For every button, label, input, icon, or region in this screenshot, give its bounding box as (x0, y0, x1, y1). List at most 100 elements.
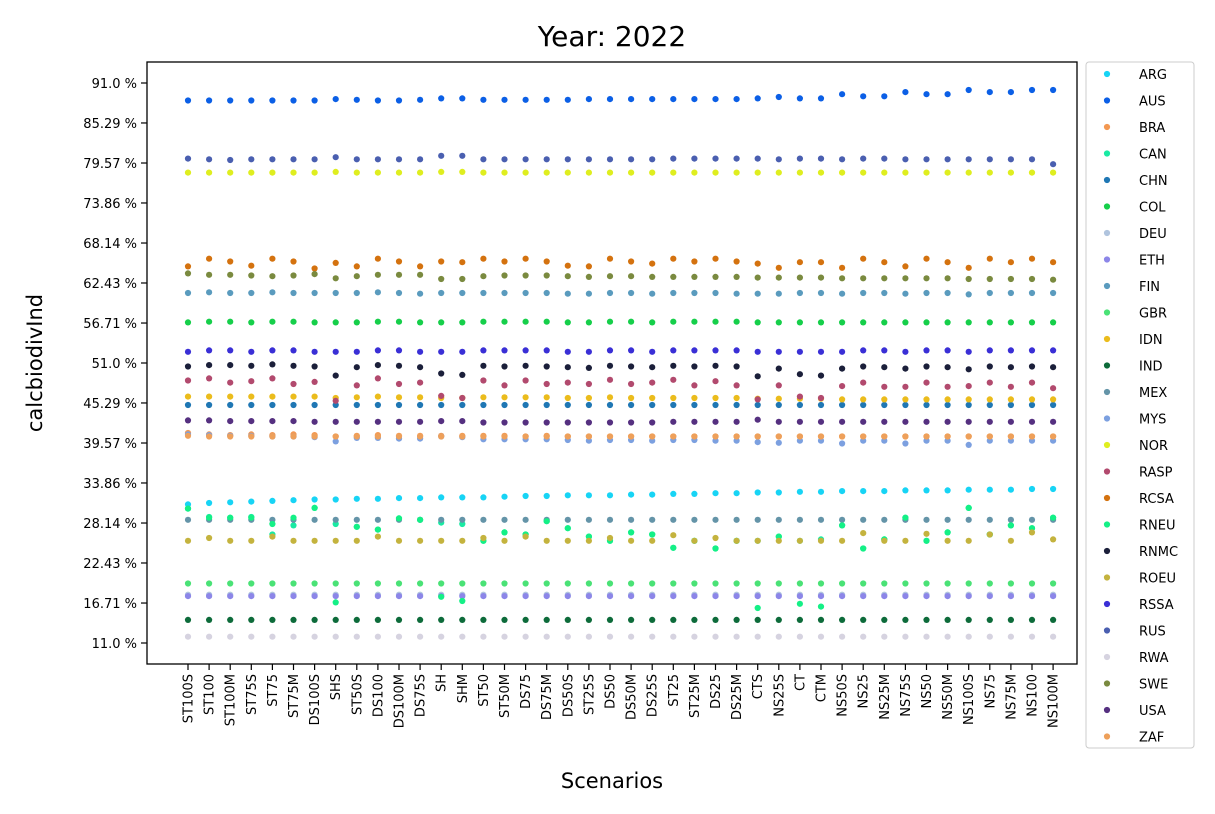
data-point (1007, 486, 1015, 493)
data-point (923, 169, 930, 176)
data-point (248, 393, 255, 400)
data-point (543, 96, 550, 103)
data-point (712, 418, 719, 425)
x-tick-label: DS100S (308, 674, 323, 725)
data-point (691, 382, 698, 389)
series-rcsa (184, 255, 1057, 272)
data-point (374, 433, 381, 440)
data-point (395, 593, 403, 600)
data-point (522, 394, 529, 401)
legend-marker (1103, 229, 1111, 237)
y-tick-label: 51.0 % (92, 357, 137, 372)
data-point (417, 516, 424, 523)
data-point (944, 259, 951, 266)
data-point (649, 537, 656, 544)
data-point (332, 599, 339, 606)
data-point (902, 169, 909, 176)
data-point (585, 380, 593, 388)
data-point (1050, 319, 1057, 326)
x-tick-label: NS50M (941, 674, 956, 720)
data-point (944, 516, 951, 523)
data-point (374, 347, 381, 354)
data-point (290, 97, 297, 104)
data-point (374, 375, 381, 382)
data-point (1007, 383, 1015, 390)
data-point (1007, 616, 1015, 624)
data-point (332, 438, 339, 445)
x-tick-label: NS100S (962, 674, 977, 725)
data-point (881, 396, 888, 403)
data-point (438, 494, 445, 501)
data-point (543, 156, 550, 163)
legend-label: ETH (1139, 254, 1165, 269)
data-point (564, 537, 571, 544)
data-point (965, 441, 972, 448)
data-point (923, 616, 930, 624)
data-point (817, 633, 825, 640)
data-point (839, 264, 846, 271)
data-point (248, 433, 255, 440)
data-point (881, 580, 888, 587)
data-point (353, 523, 360, 530)
data-point (353, 348, 360, 355)
data-point (564, 580, 571, 587)
data-point (522, 616, 529, 624)
data-point (712, 490, 719, 497)
data-point (501, 419, 508, 426)
legend-label: DEU (1139, 227, 1167, 242)
data-point (311, 537, 318, 544)
data-point (543, 169, 550, 176)
data-point (754, 169, 761, 176)
data-point (754, 433, 761, 440)
data-point (374, 393, 381, 400)
data-point (923, 363, 930, 370)
data-point (459, 289, 466, 297)
data-point (438, 289, 445, 297)
data-point (248, 537, 255, 544)
data-point (691, 418, 698, 425)
data-point (839, 169, 846, 176)
data-point (733, 169, 740, 176)
data-point (395, 616, 403, 624)
data-point (480, 593, 487, 600)
data-point (691, 96, 698, 103)
data-point (459, 401, 466, 409)
data-point (1007, 522, 1015, 529)
data-point (417, 169, 424, 176)
data-point (754, 260, 761, 267)
data-point (796, 95, 804, 102)
data-point (184, 505, 192, 512)
data-point (522, 580, 529, 587)
data-point (902, 89, 909, 96)
data-point (227, 514, 234, 521)
data-point (227, 537, 234, 544)
data-point (438, 433, 445, 440)
data-point (881, 537, 888, 544)
data-point (944, 289, 951, 297)
data-point (754, 537, 761, 544)
data-point (1050, 593, 1057, 600)
data-point (733, 155, 740, 162)
data-point (395, 362, 403, 369)
legend-label: SWE (1139, 678, 1168, 693)
data-point (902, 365, 909, 372)
chart-title: Year: 2022 (537, 20, 686, 53)
data-point (353, 364, 360, 371)
data-point (923, 633, 930, 640)
data-point (522, 272, 529, 279)
data-point (986, 633, 993, 640)
data-point (965, 348, 972, 355)
data-point (227, 433, 234, 440)
legend-marker (1103, 97, 1111, 104)
data-point (269, 520, 276, 528)
y-tick-label: 85.29 % (83, 117, 137, 132)
data-point (923, 487, 930, 494)
data-point (944, 383, 951, 390)
data-point (501, 401, 508, 409)
data-point (184, 616, 192, 624)
data-point (649, 401, 656, 409)
data-point (606, 534, 614, 542)
data-point (353, 580, 360, 587)
data-point (986, 347, 993, 354)
data-point (332, 496, 339, 503)
